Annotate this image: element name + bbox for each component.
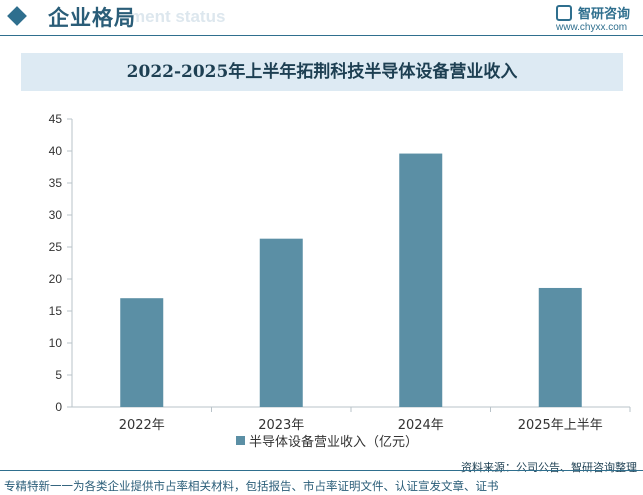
footer-text: 专精特新一一为各类企业提供市占率相关材料，包括报告、市占率证明文件、认证宣发文章… [4, 479, 499, 493]
bar [399, 153, 443, 407]
bar [538, 287, 582, 407]
x-tick-label: 2024年 [398, 418, 444, 433]
y-tick-label: 40 [49, 144, 63, 158]
y-tick-label: 35 [49, 176, 63, 190]
source-note: 资料来源：公司公告、智研咨询整理 [461, 461, 637, 474]
x-tick-label: 2022年 [119, 418, 165, 433]
logo-url: www.chyxx.com [556, 22, 628, 33]
brand-logo: 智研咨询 www.chyxx.com [556, 3, 638, 35]
header-ghost-text: ment status [130, 7, 226, 26]
bar [120, 298, 164, 407]
y-tick-label: 45 [49, 112, 63, 126]
x-tick-label: 2023年 [258, 418, 304, 433]
diamond-icon [7, 6, 27, 26]
y-tick-label: 25 [49, 240, 63, 254]
y-tick-label: 20 [49, 272, 63, 286]
bar-chart: 0 5 10 15 20 25 30 35 40 45 2022年 2023年 2024年 2025年上半… [49, 112, 631, 450]
chart-title-box: 2022-2025年上半年拓荆科技半导体设备营业收入 [21, 53, 623, 91]
section-title: 企业格局 [48, 5, 136, 30]
y-tick-label: 10 [49, 336, 63, 350]
legend-swatch [236, 436, 245, 445]
chart-title: 2022-2025年上半年拓荆科技半导体设备营业收入 [126, 62, 518, 82]
logo-name: 智研咨询 [578, 7, 631, 22]
logo-icon [556, 5, 572, 21]
y-tick-label: 5 [55, 368, 62, 382]
y-tick-label: 0 [55, 400, 62, 414]
bar [259, 238, 303, 407]
x-tick-label: 2025年上半年 [518, 418, 603, 433]
legend-label: 半导体设备营业收入（亿元） [249, 434, 418, 450]
footer-divider [0, 470, 643, 471]
header: ment status 企业格局 智研咨询 www.chyxx.com [0, 0, 643, 38]
y-tick-label: 15 [49, 304, 63, 318]
y-tick-label: 30 [49, 208, 63, 222]
header-divider [0, 35, 643, 36]
